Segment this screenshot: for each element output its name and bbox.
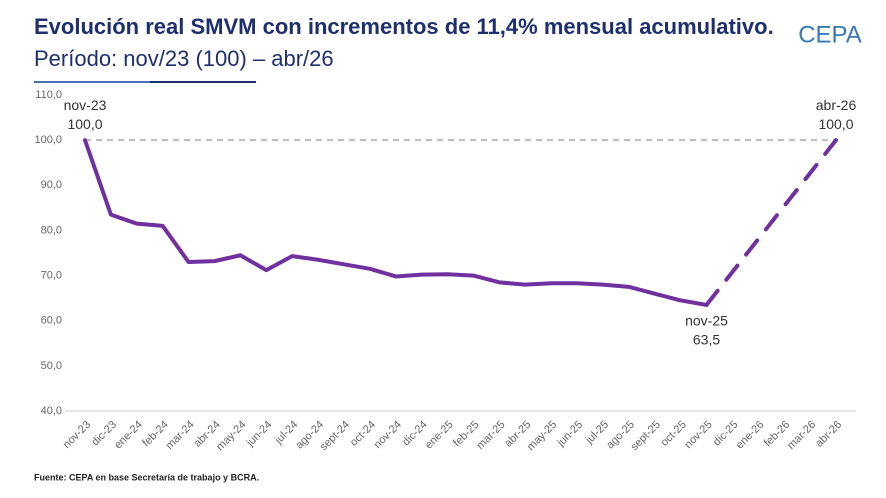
x-tick-label: ene-25 bbox=[423, 419, 456, 452]
line-series bbox=[704, 138, 838, 307]
x-tick-label: jun-25 bbox=[554, 419, 585, 450]
data-label: 63,5 bbox=[693, 332, 720, 348]
source: Fuente: CEPA en base Secretaría de traba… bbox=[34, 472, 259, 482]
y-tick-label: 90,0 bbox=[41, 179, 62, 191]
y-tick-label: 110,0 bbox=[35, 89, 62, 101]
x-tick-label: nov-25 bbox=[682, 419, 714, 451]
y-tick-label: 100,0 bbox=[34, 134, 62, 146]
x-tick-label: mar-25 bbox=[474, 419, 507, 452]
x-tick-label: nov-23 bbox=[61, 419, 93, 451]
annotation-category: nov-23 bbox=[64, 97, 107, 113]
x-tick-label: nov-24 bbox=[372, 419, 404, 451]
data-label: 100,0 bbox=[67, 116, 102, 132]
chart-title: Evolución real SMVM con incrementos de 1… bbox=[34, 14, 774, 39]
x-tick-label: mar-26 bbox=[785, 419, 818, 452]
x-tick-label: mar-24 bbox=[164, 419, 197, 452]
x-tick-label: abr-26 bbox=[813, 419, 844, 450]
y-tick-label: 50,0 bbox=[41, 360, 62, 372]
x-tick-label: ene-24 bbox=[112, 419, 145, 452]
annotation-category: nov-25 bbox=[685, 313, 728, 329]
y-tick-label: 70,0 bbox=[41, 269, 62, 281]
logo: CEPA bbox=[798, 21, 862, 48]
x-tick-label: jun-24 bbox=[244, 419, 275, 450]
chart-subtitle: Período: nov/23 (100) – abr/26 bbox=[34, 46, 334, 71]
line-series bbox=[83, 138, 709, 307]
y-tick-label: 60,0 bbox=[41, 315, 62, 327]
y-tick-label: 80,0 bbox=[41, 224, 62, 236]
y-tick-label: 40,0 bbox=[41, 405, 62, 417]
x-tick-label: ene-26 bbox=[734, 419, 767, 452]
data-label: 100,0 bbox=[818, 116, 853, 132]
annotation-category: abr-26 bbox=[816, 97, 857, 113]
